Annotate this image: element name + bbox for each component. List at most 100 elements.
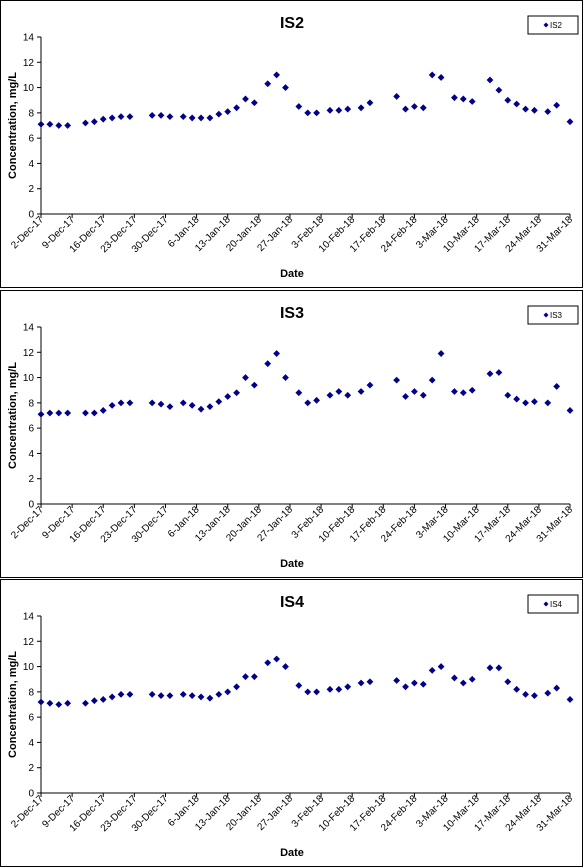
data-point bbox=[273, 655, 281, 663]
data-point bbox=[313, 396, 321, 404]
data-point bbox=[419, 391, 427, 399]
data-point bbox=[366, 99, 374, 107]
data-point bbox=[419, 104, 427, 112]
data-point bbox=[224, 108, 232, 115]
data-point bbox=[304, 109, 312, 117]
data-point bbox=[206, 694, 214, 702]
data-point bbox=[282, 374, 289, 381]
y-tick-label: 2 bbox=[28, 184, 34, 195]
data-point bbox=[157, 692, 165, 700]
y-tick-label: 8 bbox=[28, 398, 34, 409]
data-point bbox=[504, 391, 512, 399]
data-point bbox=[326, 391, 334, 399]
data-point bbox=[99, 407, 107, 414]
data-point bbox=[215, 110, 223, 118]
data-point bbox=[437, 663, 445, 670]
y-tick-label: 14 bbox=[23, 612, 35, 623]
data-point bbox=[166, 113, 174, 121]
data-point bbox=[393, 376, 401, 384]
data-point bbox=[366, 678, 374, 686]
y-tick-label: 10 bbox=[23, 662, 35, 673]
data-point bbox=[522, 105, 529, 113]
data-point bbox=[402, 393, 409, 400]
y-tick-label: 6 bbox=[28, 713, 34, 724]
data-point bbox=[357, 388, 365, 395]
data-point bbox=[495, 86, 503, 94]
data-point bbox=[522, 399, 529, 407]
data-point bbox=[273, 350, 281, 357]
data-point bbox=[82, 119, 89, 127]
data-point bbox=[357, 679, 365, 687]
data-point bbox=[99, 115, 107, 123]
data-point bbox=[46, 120, 54, 128]
data-point bbox=[295, 389, 303, 397]
data-point bbox=[451, 674, 458, 682]
data-point bbox=[108, 401, 116, 409]
data-point bbox=[117, 399, 125, 407]
data-point bbox=[459, 679, 467, 687]
data-point bbox=[206, 114, 214, 122]
data-point bbox=[495, 369, 503, 376]
y-tick-label: 4 bbox=[28, 449, 34, 460]
data-point bbox=[126, 690, 134, 698]
data-point bbox=[64, 409, 72, 417]
y-tick-label: 12 bbox=[23, 348, 35, 359]
data-point bbox=[46, 699, 54, 707]
data-point bbox=[108, 693, 116, 701]
data-point bbox=[486, 370, 494, 378]
y-tick-label: 4 bbox=[28, 159, 34, 170]
data-point bbox=[242, 95, 249, 103]
legend-box bbox=[527, 305, 579, 325]
data-point bbox=[553, 684, 561, 692]
chart-svg: IS2024681012142-Dec-179-Dec-1716-Dec-172… bbox=[7, 15, 579, 280]
chart-panel-is3: IS3 0 2 4 6 8 10 12 14 2-Dec-17 9-Dec-17 16-Dec-17 2… bbox=[0, 290, 583, 578]
legend-marker bbox=[543, 601, 549, 607]
y-tick-label: 0 bbox=[28, 500, 34, 511]
data-point bbox=[46, 409, 54, 417]
data-point bbox=[99, 696, 107, 703]
chart-title: IS3 bbox=[280, 305, 304, 322]
data-point bbox=[224, 393, 232, 400]
data-point bbox=[468, 675, 476, 683]
legend-box bbox=[527, 15, 579, 35]
data-point bbox=[233, 104, 240, 112]
data-point bbox=[148, 399, 156, 407]
data-point bbox=[544, 689, 552, 697]
data-point bbox=[544, 108, 552, 115]
chart-svg: IS3024681012142-Dec-179-Dec-1716-Dec-172… bbox=[7, 305, 579, 570]
data-point bbox=[335, 388, 343, 395]
data-point bbox=[157, 111, 165, 119]
data-point bbox=[393, 677, 401, 684]
data-point bbox=[82, 409, 89, 417]
data-point bbox=[326, 106, 334, 114]
data-point bbox=[486, 76, 494, 84]
data-point bbox=[55, 122, 63, 129]
data-point bbox=[206, 403, 214, 411]
data-point bbox=[179, 399, 187, 407]
data-point bbox=[215, 690, 223, 698]
y-tick-label: 0 bbox=[28, 789, 34, 800]
data-point bbox=[90, 118, 98, 126]
data-point bbox=[553, 383, 561, 390]
data-point bbox=[411, 103, 418, 110]
y-tick-label: 6 bbox=[28, 134, 34, 145]
y-tick-label: 2 bbox=[28, 474, 34, 485]
y-tick-label: 10 bbox=[23, 373, 35, 384]
y-tick-label: 0 bbox=[28, 210, 34, 221]
data-point bbox=[335, 106, 343, 114]
y-tick-label: 2 bbox=[28, 763, 34, 774]
data-point bbox=[197, 693, 205, 701]
data-point bbox=[459, 95, 467, 103]
data-point bbox=[250, 381, 258, 389]
data-point bbox=[313, 109, 321, 117]
data-point bbox=[411, 388, 418, 395]
data-point bbox=[522, 690, 529, 698]
x-axis-title: Date bbox=[280, 847, 304, 859]
data-point bbox=[451, 388, 458, 395]
data-point bbox=[117, 113, 125, 121]
data-point bbox=[344, 105, 352, 113]
y-axis-title: Concentration, mg/L bbox=[7, 362, 19, 469]
data-point bbox=[437, 350, 445, 357]
legend-label: IS2 bbox=[550, 21, 563, 30]
chart-title: IS4 bbox=[280, 594, 304, 611]
